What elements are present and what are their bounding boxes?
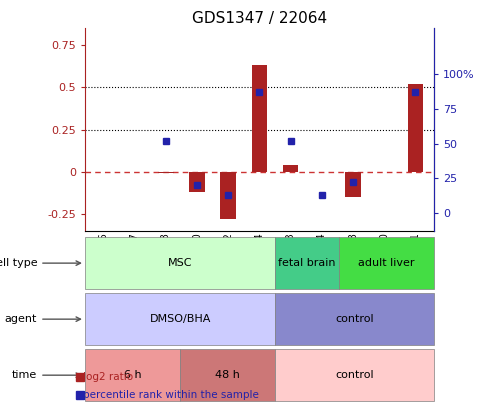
Bar xyxy=(85,237,275,289)
Bar xyxy=(339,237,434,289)
Bar xyxy=(85,350,180,401)
Text: adult liver: adult liver xyxy=(358,258,415,268)
Bar xyxy=(275,293,434,345)
Bar xyxy=(158,172,174,173)
Text: time: time xyxy=(12,370,80,380)
Bar xyxy=(189,172,205,192)
Text: log2 ratio: log2 ratio xyxy=(83,372,134,382)
Text: DMSO/BHA: DMSO/BHA xyxy=(149,314,211,324)
Title: GDS1347 / 22064: GDS1347 / 22064 xyxy=(192,11,327,26)
Text: control: control xyxy=(335,370,374,380)
Bar xyxy=(408,84,423,172)
Text: percentile rank within the sample: percentile rank within the sample xyxy=(83,390,259,400)
Bar xyxy=(345,172,361,197)
Bar xyxy=(275,350,434,401)
Text: MSC: MSC xyxy=(168,258,192,268)
Bar xyxy=(180,350,275,401)
Text: agent: agent xyxy=(5,314,80,324)
Text: 6 h: 6 h xyxy=(124,370,141,380)
Text: 48 h: 48 h xyxy=(215,370,240,380)
Text: cell type: cell type xyxy=(0,258,80,268)
Bar xyxy=(283,165,298,172)
Bar xyxy=(275,237,339,289)
Bar xyxy=(251,66,267,172)
Bar xyxy=(85,293,275,345)
Text: fetal brain: fetal brain xyxy=(278,258,336,268)
Bar xyxy=(221,172,236,219)
Text: control: control xyxy=(335,314,374,324)
